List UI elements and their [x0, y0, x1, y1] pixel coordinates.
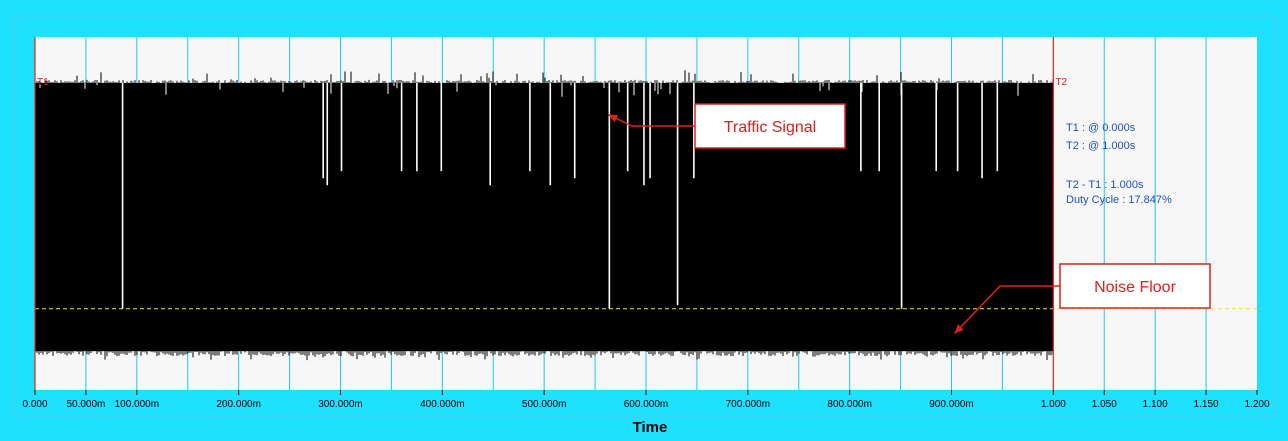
marker-t1-label: T1 [37, 77, 49, 88]
x-axis-ticks: 0.000 50.000m 100.000m 200.000m 300.000m 400.… [22, 390, 1270, 410]
readout-t1: T1 : @ 0.000s [1066, 122, 1136, 134]
callout-arrowhead [954, 324, 964, 334]
traffic-signal [34, 70, 1054, 361]
callout-leader [954, 285, 1060, 335]
x-tick-label: 900.000m [929, 399, 973, 410]
cursor-readout: T1 : @ 0.000s T2 : @ 1.000s T2 - T1 : 1.… [1066, 122, 1172, 206]
x-tick-label: 100.000m [115, 399, 159, 410]
callout-box [694, 103, 846, 149]
x-tick-label: 1.100 [1143, 399, 1168, 410]
x-tick-label: 600.000m [624, 399, 668, 410]
readout-delta: T2 - T1 : 1.000s [1066, 179, 1144, 191]
x-tick-label: 500.000m [522, 399, 566, 410]
x-tick-label: 50.000m [66, 399, 105, 410]
callout-arrowhead [608, 114, 619, 123]
callout-label: Noise Floor [1094, 279, 1176, 296]
x-tick-label: 1.150 [1194, 399, 1219, 410]
callouts: Traffic Signal Noise Floor [607, 103, 1211, 335]
x-tick-label: 300.000m [318, 399, 362, 410]
time-markers: T1 T2 [34, 37, 1067, 390]
callout-traffic-signal: Traffic Signal [607, 103, 846, 149]
readout-duty-cycle: Duty Cycle : 17.847% [1066, 194, 1172, 206]
x-tick-label: 1.000 [1041, 399, 1066, 410]
marker-t2-label: T2 [1055, 77, 1067, 88]
x-tick-label: 200.000m [216, 399, 260, 410]
x-tick-label: 800.000m [827, 399, 871, 410]
callout-box [1059, 263, 1211, 309]
x-tick-label: 0.000 [22, 399, 47, 410]
x-tick-label: 1.200 [1244, 399, 1269, 410]
x-tick-label: 1.050 [1092, 399, 1117, 410]
x-tick-label: 400.000m [420, 399, 464, 410]
callout-label: Traffic Signal [724, 119, 816, 136]
x-axis-title: Time [633, 419, 668, 436]
readout-t2: T2 : @ 1.000s [1066, 140, 1136, 152]
callout-noise-floor: Noise Floor [954, 263, 1211, 335]
x-tick-label: 700.000m [726, 399, 770, 410]
signal-envelope [35, 82, 1054, 352]
